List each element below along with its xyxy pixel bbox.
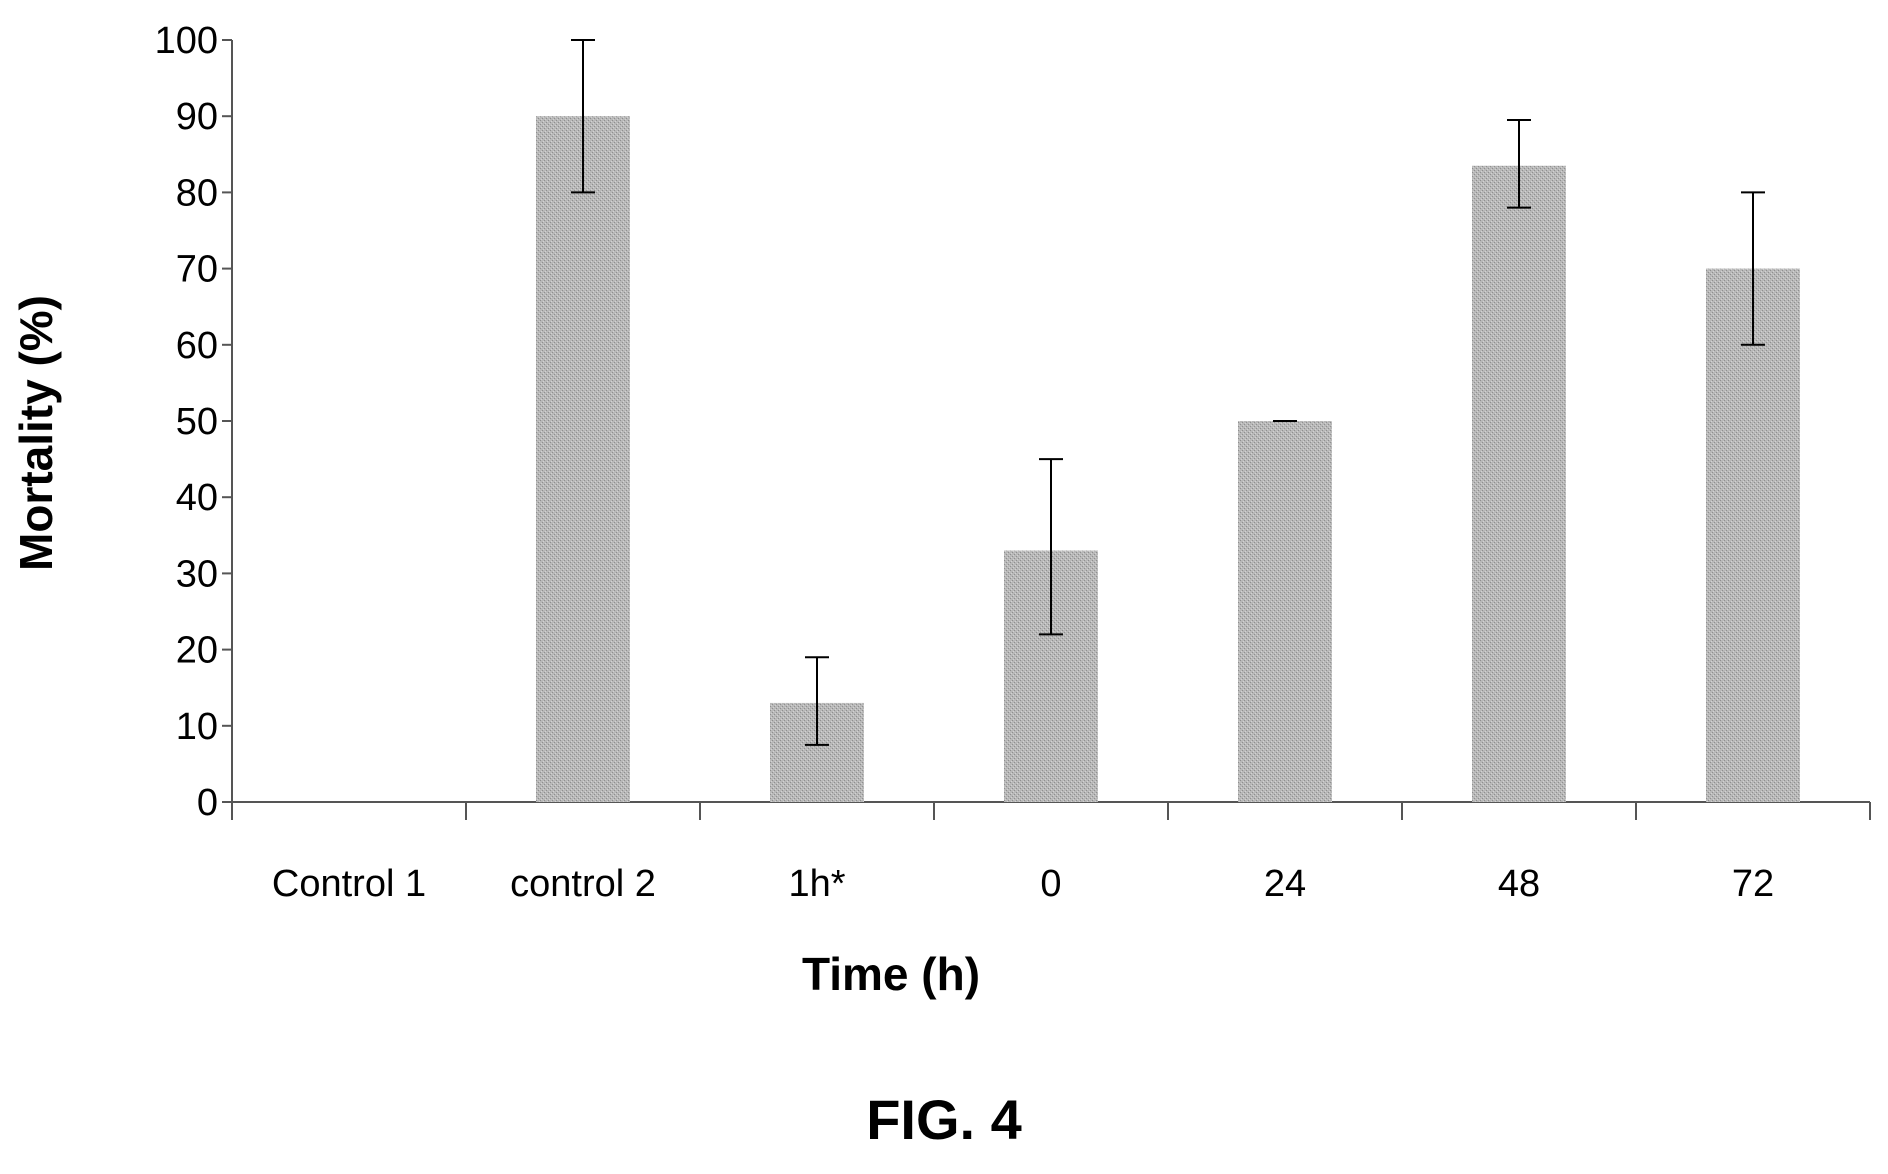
y-tick-label: 30 [176,553,218,595]
bars [536,116,1800,803]
bar [536,116,630,802]
x-tick-label: 1h* [788,863,845,905]
x-axis: Control 1 control 2 1h* 0 24 48 72 [231,801,1871,905]
x-axis-title: Time (h) [802,948,980,1000]
y-tick-label: 0 [197,782,218,824]
x-tick-label: 72 [1732,863,1774,905]
x-tick-label: Control 1 [272,863,426,905]
y-tick-label: 100 [155,20,218,62]
error-bars [571,39,1765,746]
y-tick-label: 40 [176,477,218,519]
y-axis-title: Mortality (%) [10,295,62,571]
x-tick-label: control 2 [510,863,656,905]
y-tick-label: 90 [176,96,218,138]
y-tick-label: 10 [176,706,218,748]
x-tick-label: 0 [1040,863,1061,905]
x-tick-label: 48 [1498,863,1540,905]
y-tick-label: 60 [176,325,218,367]
y-tick-label: 80 [176,172,218,214]
y-tick-label: 50 [176,401,218,443]
bar [1706,268,1800,803]
x-tick-label: 24 [1264,863,1306,905]
y-tick-label: 20 [176,630,218,672]
bar [1472,165,1566,803]
y-axis: 0 10 20 30 40 50 60 70 80 90 100 [155,20,233,824]
figure-caption: FIG. 4 [866,1088,1022,1151]
y-tick-label: 70 [176,249,218,291]
bar [1238,421,1332,802]
